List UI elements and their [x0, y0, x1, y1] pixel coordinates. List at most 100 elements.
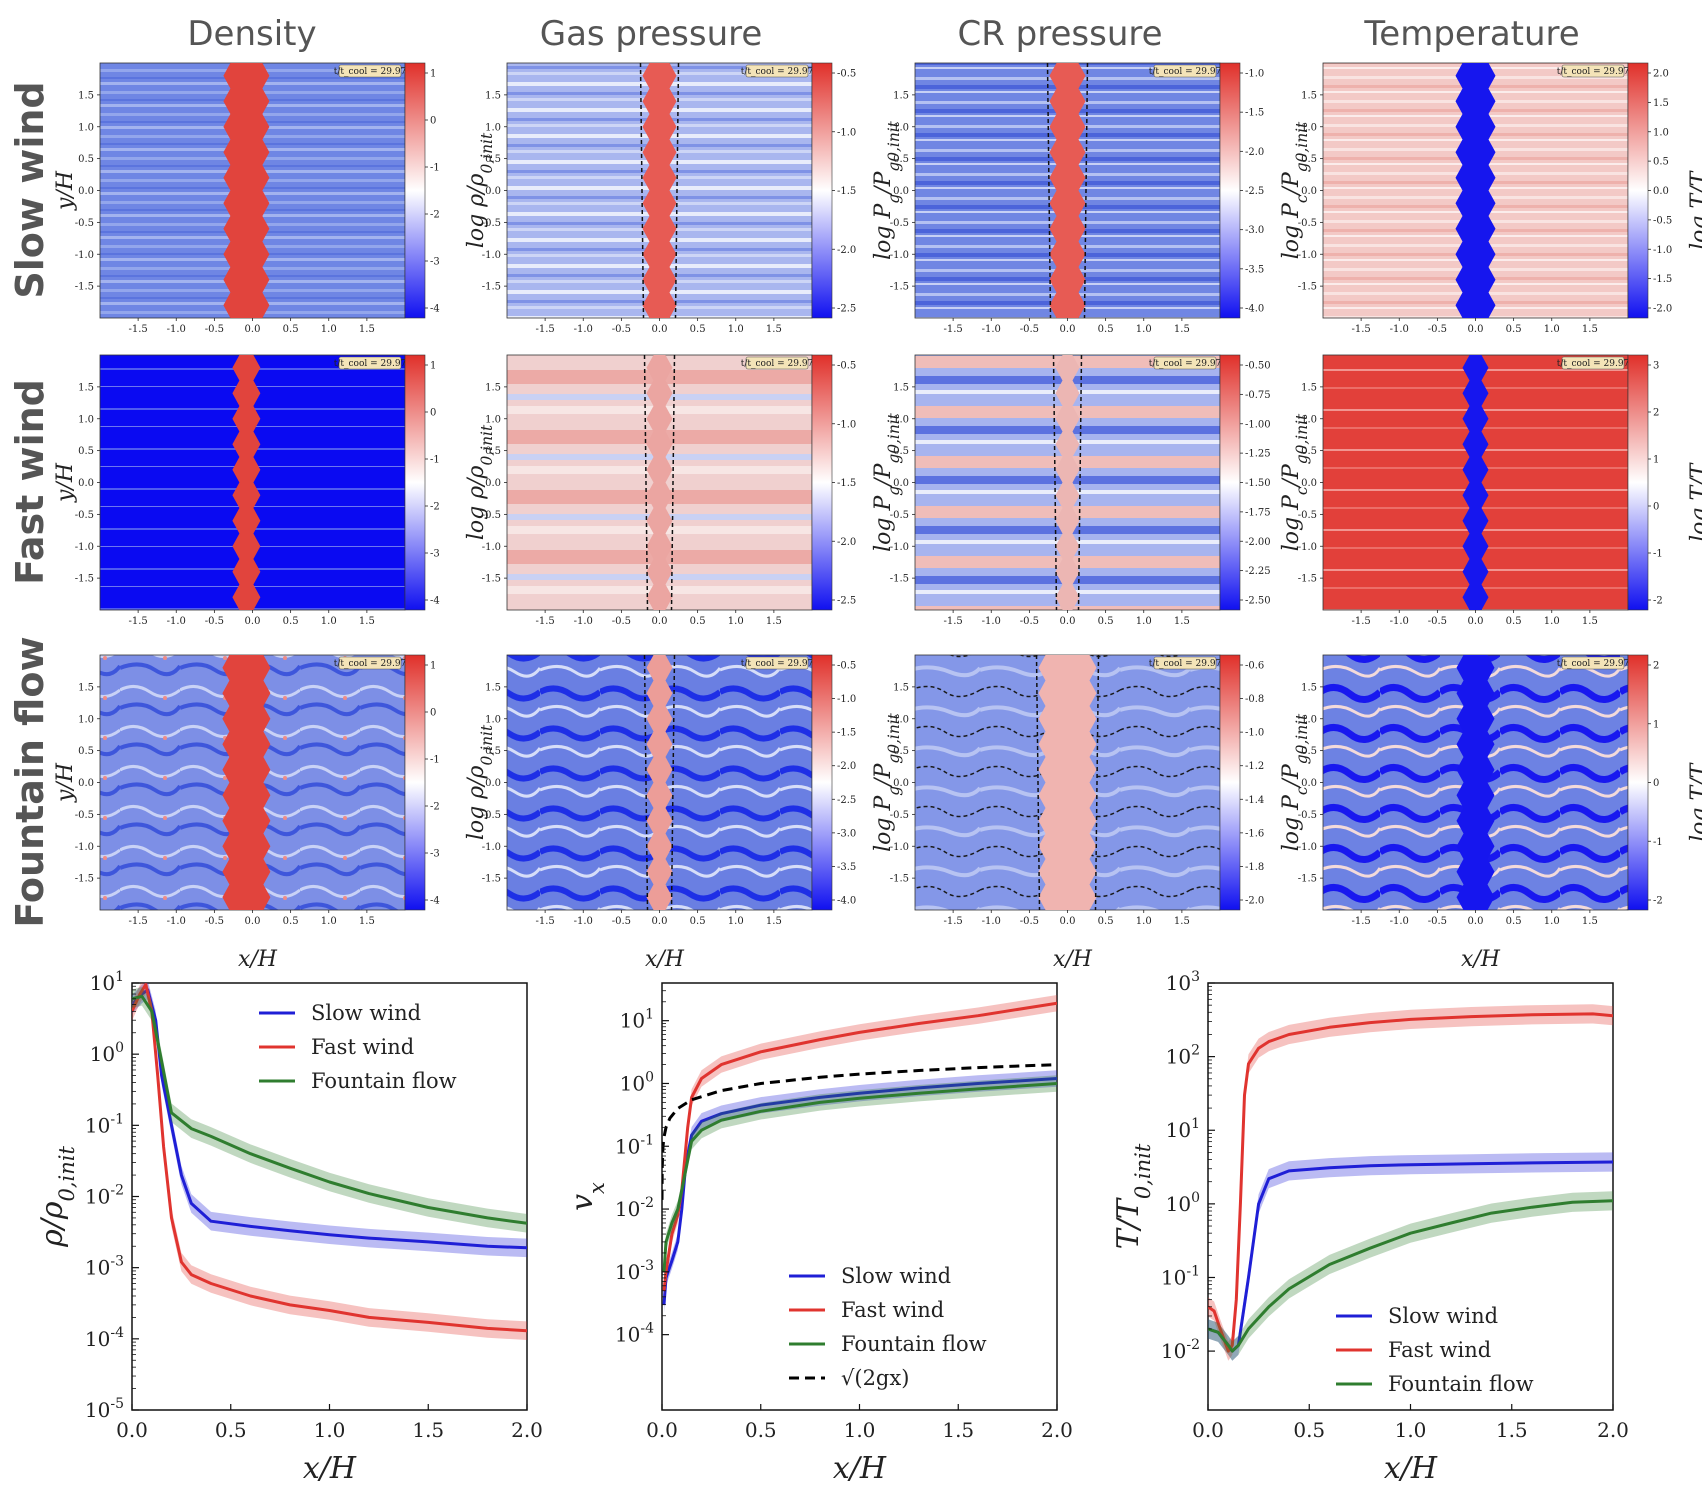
time-badge: t/t_cool = 29.97 [1149, 359, 1222, 369]
y-tick-label: 100 [1166, 1190, 1200, 1216]
colorbar-tick-label: 1 [430, 69, 436, 80]
y-tick-label: -1.0 [1298, 842, 1317, 853]
x-tick-label: 1.5 [412, 1418, 444, 1442]
y-tick-label: 1.0 [893, 414, 909, 425]
y-tick-label: -0.5 [75, 218, 94, 229]
y-tick-label: 1.0 [78, 714, 94, 725]
line-fountain-flow [132, 994, 527, 1225]
x-tick-label: -0.5 [205, 324, 224, 335]
colorbar-tick-label: -3.5 [1245, 264, 1264, 275]
colorbar-tick-label: -2.00 [1245, 537, 1271, 548]
colorbar-tick-label: -4.0 [1245, 304, 1264, 315]
y-tick-label: 10-1 [615, 1132, 654, 1158]
colorbar-tick-label: -3.0 [837, 828, 856, 839]
time-badge: t/t_cool = 29.97 [1557, 359, 1630, 369]
y-tick-label: 0.5 [485, 154, 501, 165]
time-badge-box [745, 64, 809, 78]
profile-chart-2: 0.0 0.5 1.0 1.5 2.0 103 102 101 100 10-1 10-2 x/H T/… [1111, 969, 1629, 1486]
y-tick-label: 0.5 [893, 746, 909, 757]
y-tick-label: 100 [620, 1069, 654, 1095]
colorbar-tick-label: -3 [430, 549, 440, 560]
x-tick-label: 1.5 [359, 324, 375, 335]
y-tick-label: 1.5 [485, 682, 501, 693]
y-tick-label: -0.5 [482, 218, 501, 229]
y-tick-label: 10-1 [1161, 1263, 1200, 1289]
y-tick-label: 1.5 [78, 90, 94, 101]
colorbar-tick-label: -1 [430, 755, 440, 766]
y-tick-label: 10-2 [615, 1195, 654, 1221]
map-panel-r0-c1: t/t_cool = 29.97 -1.5 -1.0 -0.5 0.0 0.5 1.0 1.5… [482, 62, 903, 335]
x-tick-label: 0.0 [1192, 1418, 1224, 1442]
x-tick-label: 1.0 [844, 1418, 876, 1442]
x-tick-label: -0.5 [1428, 616, 1447, 627]
colorbar-label: log Pg/Pg0,init [871, 712, 903, 852]
colorbar [1219, 62, 1241, 319]
x-tick-label: 1.5 [1174, 324, 1190, 335]
x-axis-label: x/H [303, 1451, 357, 1486]
x-tick-label: -1.0 [167, 916, 186, 927]
colorbar-tick-label: -1.75 [1245, 507, 1271, 518]
y-tick-label: 0.0 [78, 478, 94, 489]
map-x-label-0: x/H [238, 947, 278, 972]
x-tick-label: 0.0 [1060, 324, 1076, 335]
legend-label: Slow wind [841, 1264, 951, 1288]
profile-chart-0: 0.0 0.5 1.0 1.5 2.0 101 100 10-1 10-2 10-3 10-4 10-… [35, 969, 543, 1486]
x-tick-label: 0.0 [652, 916, 668, 927]
x-tick-label: 1.0 [1136, 616, 1152, 627]
x-tick-label: 1.0 [1544, 324, 1560, 335]
colorbar-tick-label: 1 [430, 361, 436, 372]
colorbar-tick-label: -0.50 [1245, 361, 1271, 372]
colorbar-label: log T/T0,init [1687, 130, 1702, 250]
y-tick-label: -1.0 [1298, 250, 1317, 261]
legend: Slow wind Fast wind Fountain flow [259, 1001, 457, 1093]
column-title-0: Density [187, 14, 316, 54]
x-tick-label: -1.0 [1390, 324, 1409, 335]
colorbar-tick-label: -3.0 [1245, 225, 1264, 236]
x-tick-label: 0.5 [1506, 916, 1522, 927]
y-tick-label: -0.5 [890, 510, 909, 521]
x-tick-label: 0.0 [245, 916, 261, 927]
colorbar [1627, 654, 1649, 911]
x-tick-label: 1.5 [1582, 324, 1598, 335]
y-tick-label: 0.5 [485, 746, 501, 757]
colorbar-tick-label: -1 [430, 455, 440, 466]
y-tick-label: 0.0 [893, 186, 909, 197]
y-tick-label: -1.0 [75, 842, 94, 853]
x-tick-label: 1.5 [766, 916, 782, 927]
x-tick-label: 0.0 [1060, 916, 1076, 927]
x-tick-label: 0.5 [283, 616, 299, 627]
cold-gas-column [222, 655, 271, 910]
legend-label: Slow wind [311, 1001, 421, 1025]
colorbar-tick-label: -2.0 [1653, 304, 1672, 315]
x-tick-label: -1.0 [574, 916, 593, 927]
colorbar-tick-label: -2.0 [1245, 896, 1264, 907]
y-tick-label: -1.0 [890, 842, 909, 853]
colorbar-tick-label: -0.8 [1245, 694, 1264, 705]
colorbar-tick-label: 0.5 [1653, 157, 1669, 168]
colorbar-tick-label: 1 [1653, 719, 1659, 730]
y-tick-label: -1.5 [482, 282, 501, 293]
x-tick-label: 0.0 [1468, 616, 1484, 627]
profile-charts: 0.0 0.5 1.0 1.5 2.0 101 100 10-1 10-2 10-3 10-4 10-… [35, 969, 1629, 1486]
row-title-2: Fountain flow [8, 636, 52, 927]
colorbar-tick-label: -0.5 [837, 361, 856, 372]
y-tick-label: -1.5 [1298, 282, 1317, 293]
colorbar-tick-label: -2.5 [837, 795, 856, 806]
contour-left [1035, 654, 1041, 911]
x-tick-label: -0.5 [1020, 616, 1039, 627]
x-tick-label: -0.5 [1020, 916, 1039, 927]
colorbar-tick-label: -0.5 [837, 69, 856, 80]
y-tick-label: 0.5 [1301, 446, 1317, 457]
y-tick-label: 10-3 [615, 1258, 654, 1284]
y-tick-label: 1.0 [1301, 414, 1317, 425]
contour-left [1052, 354, 1058, 611]
y-tick-label: 10-4 [615, 1321, 654, 1347]
time-badge: t/t_cool = 29.97 [741, 659, 814, 669]
colorbar-tick-label: 0 [1653, 778, 1659, 789]
series-layer [132, 983, 527, 1340]
colorbar-label: log T/T0,init [1687, 722, 1702, 842]
map-panel-r0-c2: t/t_cool = 29.97 -1.5 -1.0 -0.5 0.0 0.5 1.0 1.5… [890, 62, 1311, 335]
colorbar [811, 62, 833, 319]
map-y-label: y/H [53, 170, 78, 211]
map-y-label: y/H [53, 762, 78, 803]
